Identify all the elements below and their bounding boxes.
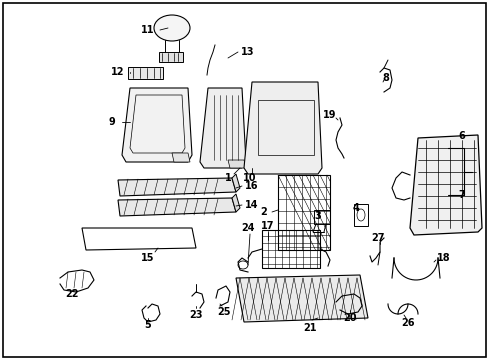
Polygon shape bbox=[122, 88, 192, 162]
Bar bbox=[159, 52, 183, 62]
Polygon shape bbox=[200, 88, 245, 168]
Bar bbox=[278, 175, 329, 250]
Text: 13: 13 bbox=[241, 47, 254, 57]
Text: 6: 6 bbox=[458, 131, 465, 141]
Text: 8: 8 bbox=[382, 73, 388, 83]
Text: 25: 25 bbox=[217, 307, 230, 317]
Polygon shape bbox=[227, 160, 245, 168]
Text: 5: 5 bbox=[144, 320, 151, 330]
Ellipse shape bbox=[154, 15, 190, 41]
Text: 11: 11 bbox=[141, 25, 154, 35]
Bar bbox=[313, 210, 329, 224]
Text: 2: 2 bbox=[260, 207, 267, 217]
Text: 16: 16 bbox=[245, 181, 258, 191]
Polygon shape bbox=[118, 198, 236, 216]
Text: 24: 24 bbox=[241, 223, 254, 233]
Text: 21: 21 bbox=[303, 323, 316, 333]
Bar bbox=[128, 67, 163, 79]
Polygon shape bbox=[231, 174, 240, 192]
Polygon shape bbox=[231, 194, 240, 212]
Text: 22: 22 bbox=[65, 289, 79, 299]
Text: 10: 10 bbox=[243, 173, 256, 183]
Text: 20: 20 bbox=[343, 313, 356, 323]
Text: 27: 27 bbox=[370, 233, 384, 243]
Polygon shape bbox=[409, 135, 481, 235]
Text: 9: 9 bbox=[108, 117, 115, 127]
Bar bbox=[353, 204, 367, 226]
Polygon shape bbox=[244, 82, 321, 174]
Text: 12: 12 bbox=[111, 67, 124, 77]
Bar bbox=[262, 230, 319, 268]
Bar bbox=[258, 100, 313, 155]
Text: 7: 7 bbox=[458, 190, 465, 200]
Polygon shape bbox=[172, 153, 190, 162]
Text: 17: 17 bbox=[261, 221, 274, 231]
Text: 26: 26 bbox=[401, 318, 414, 328]
Text: 23: 23 bbox=[189, 310, 203, 320]
Polygon shape bbox=[236, 275, 367, 322]
Text: 4: 4 bbox=[352, 203, 359, 213]
Polygon shape bbox=[118, 178, 236, 196]
Text: 3: 3 bbox=[314, 211, 321, 221]
Text: 1: 1 bbox=[224, 173, 231, 183]
Text: 19: 19 bbox=[323, 110, 336, 120]
Text: 14: 14 bbox=[245, 200, 258, 210]
Text: 18: 18 bbox=[436, 253, 450, 263]
Text: 15: 15 bbox=[141, 253, 154, 263]
